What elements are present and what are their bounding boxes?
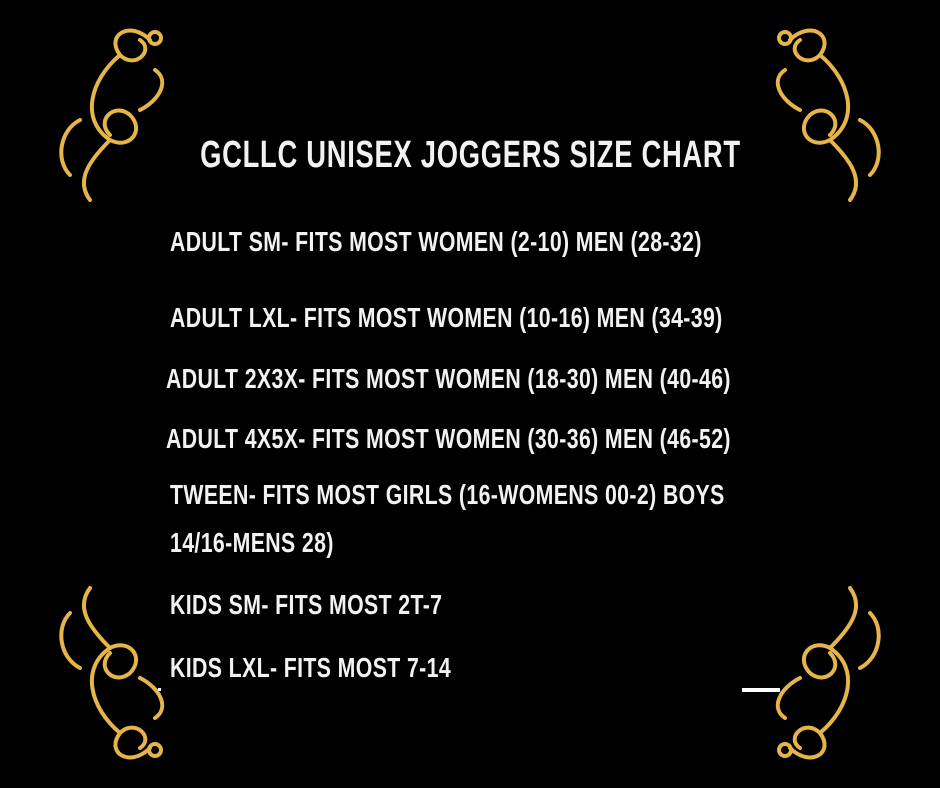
size-line-adult-4x5x: ADULT 4X5X- FITS MOST WOMEN (30-36) MEN … — [166, 423, 731, 454]
decorative-dash — [742, 688, 780, 692]
size-line-adult-2x3x: ADULT 2X3X- FITS MOST WOMEN (18-30) MEN … — [166, 363, 731, 394]
chart-title-text: GCLLC UNISEX JOGGERS SIZE CHART — [199, 134, 741, 176]
size-line-kids-lxl: KIDS LXL- FITS MOST 7-14 — [170, 652, 452, 683]
size-line-tween-cont: 14/16-MENS 28) — [170, 527, 334, 558]
flourish-bottom-right — [775, 586, 881, 760]
size-line-adult-sm: ADULT SM- FITS MOST WOMEN (2-10) MEN (28… — [170, 226, 702, 257]
size-line-tween: TWEEN- FITS MOST GIRLS (16-WOMENS 00-2) … — [170, 479, 725, 510]
size-line-adult-lxl: ADULT LXL- FITS MOST WOMEN (10-16) MEN (… — [170, 302, 723, 333]
chart-title: GCLLC UNISEX JOGGERS SIZE CHART — [0, 134, 940, 177]
size-line-kids-sm: KIDS SM- FITS MOST 2T-7 — [170, 589, 443, 620]
decorative-dot — [158, 688, 161, 691]
flourish-bottom-left — [59, 586, 165, 760]
